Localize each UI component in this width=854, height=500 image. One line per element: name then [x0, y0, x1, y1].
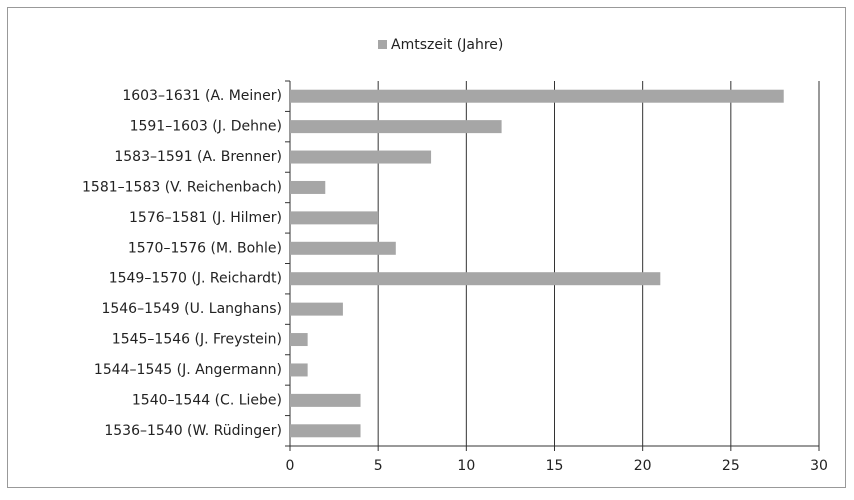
y-tick-label: 1536–1540 (W. Rüdinger)	[104, 423, 282, 439]
y-tick-label: 1603–1631 (A. Meiner)	[122, 88, 282, 104]
x-tick-label: 15	[546, 458, 564, 474]
bar	[290, 272, 661, 286]
x-tick-label: 20	[634, 458, 652, 474]
y-tick-label: 1591–1603 (J. Dehne)	[130, 119, 282, 135]
x-tick-label: 0	[286, 458, 295, 474]
bar	[290, 150, 432, 164]
y-tick-label: 1549–1570 (J. Reichardt)	[109, 271, 282, 287]
y-tick-label: 1581–1583 (V. Reichenbach)	[82, 179, 282, 195]
y-tick-label: 1576–1581 (J. Hilmer)	[129, 210, 282, 226]
bar	[290, 363, 308, 377]
bar	[290, 333, 308, 347]
bar	[290, 180, 326, 194]
bar	[290, 211, 379, 225]
x-tick-label: 25	[722, 458, 740, 474]
bar	[290, 120, 502, 134]
y-tick-label: 1544–1545 (J. Angermann)	[94, 362, 282, 378]
y-tick-label: 1583–1591 (A. Brenner)	[114, 149, 282, 165]
bar	[290, 393, 361, 407]
x-tick-label: 30	[810, 458, 828, 474]
x-tick-label: 10	[457, 458, 475, 474]
legend-swatch	[378, 40, 387, 49]
y-tick-label: 1545–1546 (J. Freystein)	[112, 332, 282, 348]
bar	[290, 302, 343, 316]
x-tick-label: 5	[374, 458, 383, 474]
y-tick-label: 1546–1549 (U. Langhans)	[101, 301, 282, 317]
chart-frame	[7, 7, 846, 488]
legend-label: Amtszeit (Jahre)	[391, 37, 503, 53]
y-tick-label: 1540–1544 (C. Liebe)	[132, 392, 282, 408]
y-tick-label: 1570–1576 (M. Bohle)	[128, 240, 282, 256]
bar	[290, 424, 361, 438]
bar	[290, 89, 784, 103]
bar	[290, 241, 396, 255]
